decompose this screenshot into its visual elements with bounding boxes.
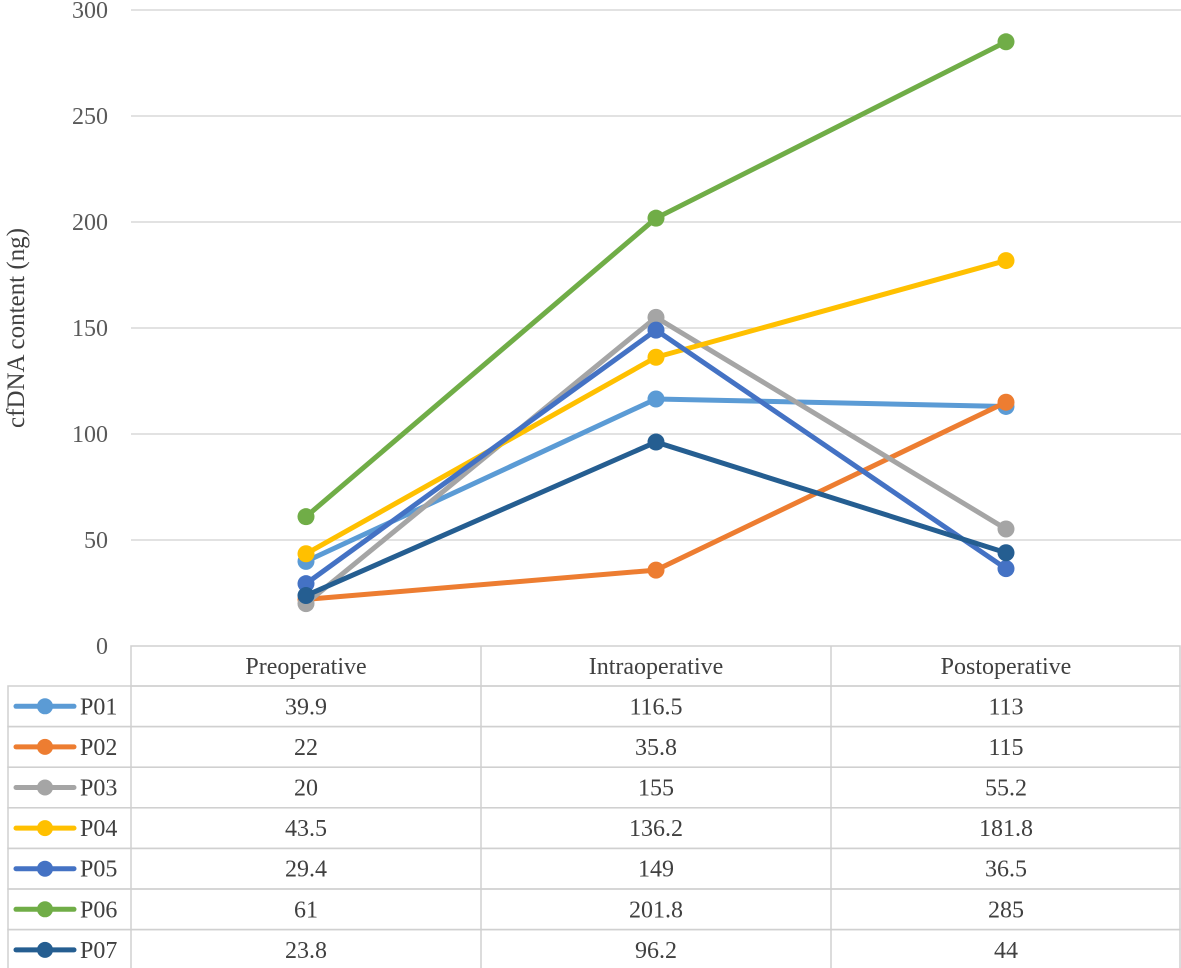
legend-key-marker: [37, 901, 53, 918]
series-name: P07: [80, 938, 117, 964]
data-point-P05: [997, 560, 1015, 578]
series-name: P05: [80, 857, 117, 883]
data-point-P03: [997, 520, 1015, 538]
data-point-P02: [997, 393, 1015, 411]
series-name: P01: [80, 694, 117, 720]
table-cell-value: 136.2: [629, 816, 683, 842]
y-tick-label: 250: [72, 104, 108, 130]
table-cell-value: 115: [988, 735, 1023, 761]
series-name: P06: [80, 897, 117, 923]
table-cell-value: 44: [994, 938, 1018, 964]
legend-key-marker: [37, 860, 53, 877]
legend-key-marker: [37, 820, 53, 837]
data-point-P05: [297, 575, 315, 593]
legend-key-marker: [37, 941, 53, 958]
table-cell-value: 29.4: [285, 857, 327, 883]
gridlines: [131, 9, 1181, 541]
y-tick-label: 100: [72, 422, 108, 448]
table-cell-value: 55.2: [985, 776, 1027, 802]
table-cell-value: 149: [638, 857, 674, 883]
y-axis-ticks: 0 50 100 150 200 250 300: [72, 0, 108, 660]
data-point-P03: [647, 308, 665, 326]
data-point-P04: [647, 348, 665, 366]
category-label: Postoperative: [941, 654, 1072, 680]
series-name: P03: [80, 776, 117, 802]
data-point-P06: [297, 508, 315, 526]
table-row: [7, 928, 1181, 968]
y-tick-label: 150: [72, 316, 108, 342]
data-point-P06: [997, 33, 1015, 51]
series-name: P04: [80, 816, 117, 842]
legend-key-marker: [37, 698, 53, 715]
table-cell-value: 22: [294, 735, 318, 761]
legend-key-marker: [37, 779, 53, 796]
series-name: P02: [80, 735, 117, 761]
table-cell-value: 20: [294, 776, 318, 802]
series-line-P01: [303, 396, 1009, 564]
table-cell-value: 285: [988, 897, 1024, 923]
table-cell-value: 96.2: [635, 938, 677, 964]
y-tick-label: 200: [72, 210, 108, 236]
data-point-P01: [647, 390, 665, 408]
data-point-P04: [997, 252, 1015, 270]
table-cell-value: 43.5: [285, 816, 327, 842]
category-label: Intraoperative: [589, 654, 724, 680]
table-cell-value: 155: [638, 776, 674, 802]
data-point-P07: [997, 544, 1015, 562]
table-cell-value: 201.8: [629, 897, 683, 923]
table-cell-value: 39.9: [285, 694, 327, 720]
table-cell-value: 116.5: [629, 694, 682, 720]
table-cell-value: 35.8: [635, 735, 677, 761]
data-point-P05: [647, 321, 665, 339]
data-point-P02: [647, 561, 665, 579]
y-axis-label: cfDNA content (ng): [3, 228, 30, 428]
y-tick-label: 300: [72, 0, 108, 24]
table-cell-value: 61: [294, 897, 318, 923]
legend-key-marker: [37, 738, 53, 755]
table-cell-value: 23.8: [285, 938, 327, 964]
category-label: Preoperative: [245, 654, 366, 680]
data-point-P07: [647, 433, 665, 451]
data-point-P04: [297, 545, 315, 563]
series-line-P05: [303, 327, 1009, 587]
table-cell-value: 36.5: [985, 857, 1027, 883]
data-point-P07: [297, 587, 315, 605]
table-cell-value: 113: [988, 694, 1023, 720]
y-tick-label: 0: [96, 634, 108, 660]
table-cell-value: 181.8: [979, 816, 1033, 842]
data-point-P06: [647, 209, 665, 227]
series-lines: [297, 33, 1015, 613]
data-table: Preoperative Intraoperative Postoperative P…: [7, 645, 1181, 968]
y-tick-label: 50: [84, 528, 108, 554]
